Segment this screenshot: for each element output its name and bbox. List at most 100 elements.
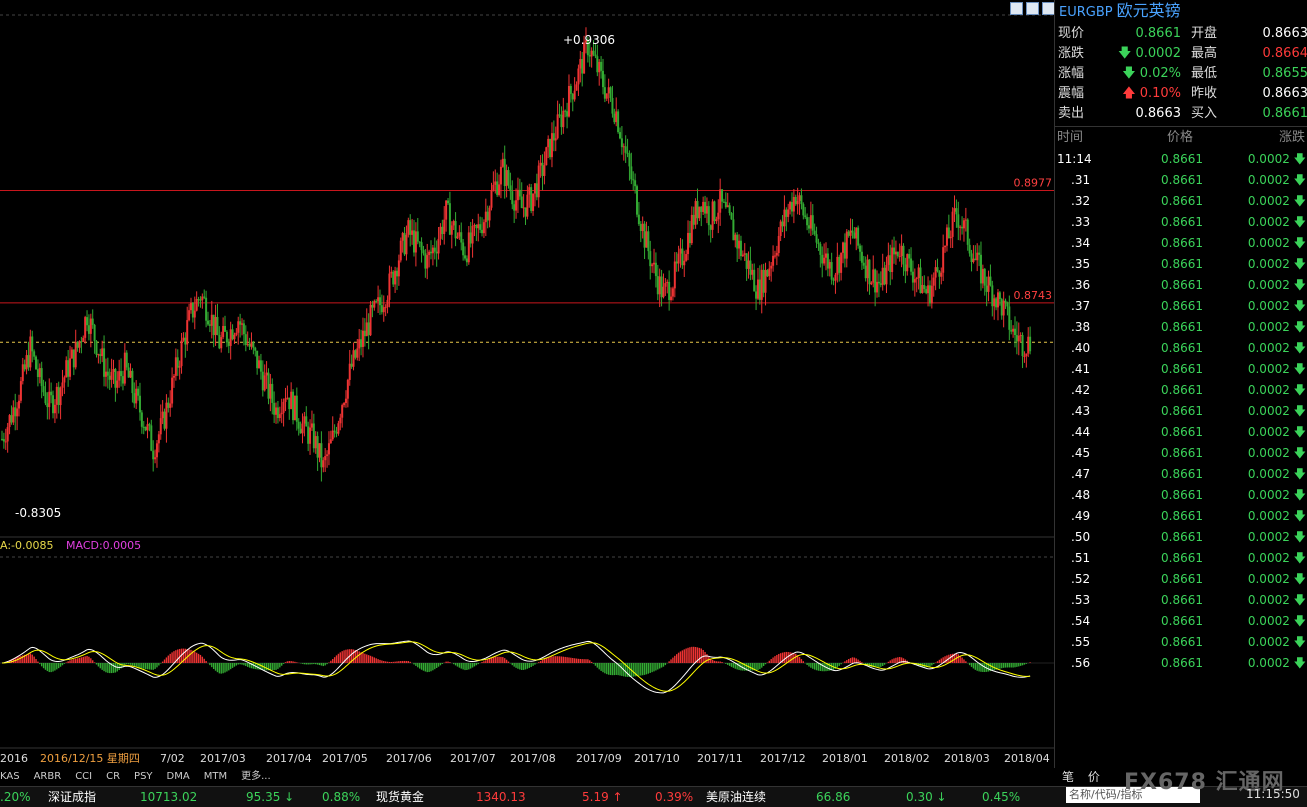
indicator-tab[interactable]: PSY <box>134 768 153 785</box>
candle <box>606 93 608 101</box>
candle <box>489 206 491 228</box>
tick-change: 0.0002 🡇 <box>1248 401 1306 422</box>
candle <box>417 218 419 244</box>
candle <box>158 431 160 452</box>
candle <box>999 291 1001 306</box>
candle <box>679 238 681 268</box>
window-controls[interactable] <box>1010 0 1058 19</box>
candle <box>16 402 18 430</box>
ticker-item: .20% <box>0 787 31 807</box>
indicator-tab[interactable]: KAS <box>0 768 20 785</box>
candle <box>5 429 7 450</box>
candle <box>802 202 804 219</box>
side-tab-jia[interactable]: 价 <box>1088 770 1100 784</box>
indicator-tab[interactable]: DMA <box>167 768 190 785</box>
candle <box>868 259 870 295</box>
candle <box>532 193 534 216</box>
tick-price: 0.8661 <box>1161 149 1203 170</box>
indicator-tabs[interactable]: KAS ARBR CCI CR PSY DMA MTM 更多... <box>0 768 285 785</box>
candle <box>381 295 383 315</box>
candle <box>63 376 65 394</box>
candle <box>107 358 109 389</box>
candle <box>774 251 776 259</box>
candle <box>591 47 593 67</box>
candle <box>419 241 421 247</box>
indicator-tab[interactable]: ARBR <box>34 768 62 785</box>
tick-price: 0.8661 <box>1161 548 1203 569</box>
candle <box>757 268 759 300</box>
indicator-tab[interactable]: CR <box>106 768 120 785</box>
candle <box>853 227 855 239</box>
support-label: 0.8743 <box>1014 289 1053 302</box>
candle <box>880 271 882 287</box>
candle <box>574 77 576 102</box>
indicator-tab[interactable]: CCI <box>75 768 92 785</box>
candle <box>687 220 689 260</box>
restore-icon[interactable] <box>1010 2 1023 15</box>
tick-price: 0.8661 <box>1161 191 1203 212</box>
candle <box>902 243 904 276</box>
candle <box>912 261 914 291</box>
candle <box>24 360 26 372</box>
tick-change: 0.0002 🡇 <box>1248 233 1306 254</box>
tick-price: 0.8661 <box>1161 254 1203 275</box>
candle <box>311 411 313 431</box>
quote-label: 买入 <box>1191 104 1217 124</box>
candle <box>43 380 45 396</box>
tick-price: 0.8661 <box>1161 212 1203 233</box>
candle <box>141 410 143 434</box>
tick-table-header: 时间 价格 涨跌 <box>1055 128 1307 148</box>
ticker-item: 5.19 ↑ <box>582 787 623 807</box>
candle <box>851 219 853 239</box>
candle <box>721 189 723 209</box>
side-tab-bi[interactable]: 笔 <box>1062 770 1074 784</box>
indicator-tab[interactable]: MTM <box>204 768 227 785</box>
quote-label: 昨收 <box>1191 84 1217 104</box>
candle <box>245 325 247 351</box>
candle <box>672 287 674 301</box>
candle <box>906 253 908 275</box>
candle <box>742 250 744 257</box>
candle <box>339 414 341 431</box>
candle <box>216 304 218 335</box>
candle <box>793 189 795 223</box>
candle <box>199 296 201 308</box>
maximize-icon[interactable] <box>1026 2 1039 15</box>
col-change: 涨跌 <box>1279 128 1305 148</box>
candle <box>965 208 967 232</box>
indicator-tab[interactable]: 更多... <box>241 768 271 785</box>
candle <box>224 316 226 332</box>
tick-time: .55 <box>1071 632 1090 653</box>
candle <box>315 431 317 454</box>
tick-time: .42 <box>1071 380 1090 401</box>
candle <box>884 262 886 286</box>
candle <box>78 340 80 353</box>
candle <box>148 423 150 432</box>
candle <box>882 254 884 291</box>
tick-price: 0.8661 <box>1161 611 1203 632</box>
quote-label: 最高 <box>1191 44 1217 64</box>
tick-price: 0.8661 <box>1161 443 1203 464</box>
candle <box>156 440 158 468</box>
candle <box>241 318 243 335</box>
tick-time: .38 <box>1071 317 1090 338</box>
candle <box>1012 325 1014 338</box>
candle <box>986 277 988 307</box>
candle <box>477 214 479 242</box>
candle <box>838 255 840 282</box>
candle <box>1006 302 1008 316</box>
candle <box>625 135 627 163</box>
side-tabs[interactable]: 笔 价 <box>1062 768 1100 785</box>
candle <box>82 336 84 342</box>
candle <box>723 199 725 203</box>
candle <box>702 197 704 215</box>
symbol-name: 欧元英镑 <box>1117 1 1181 20</box>
candle <box>538 160 540 207</box>
candle <box>343 402 345 407</box>
